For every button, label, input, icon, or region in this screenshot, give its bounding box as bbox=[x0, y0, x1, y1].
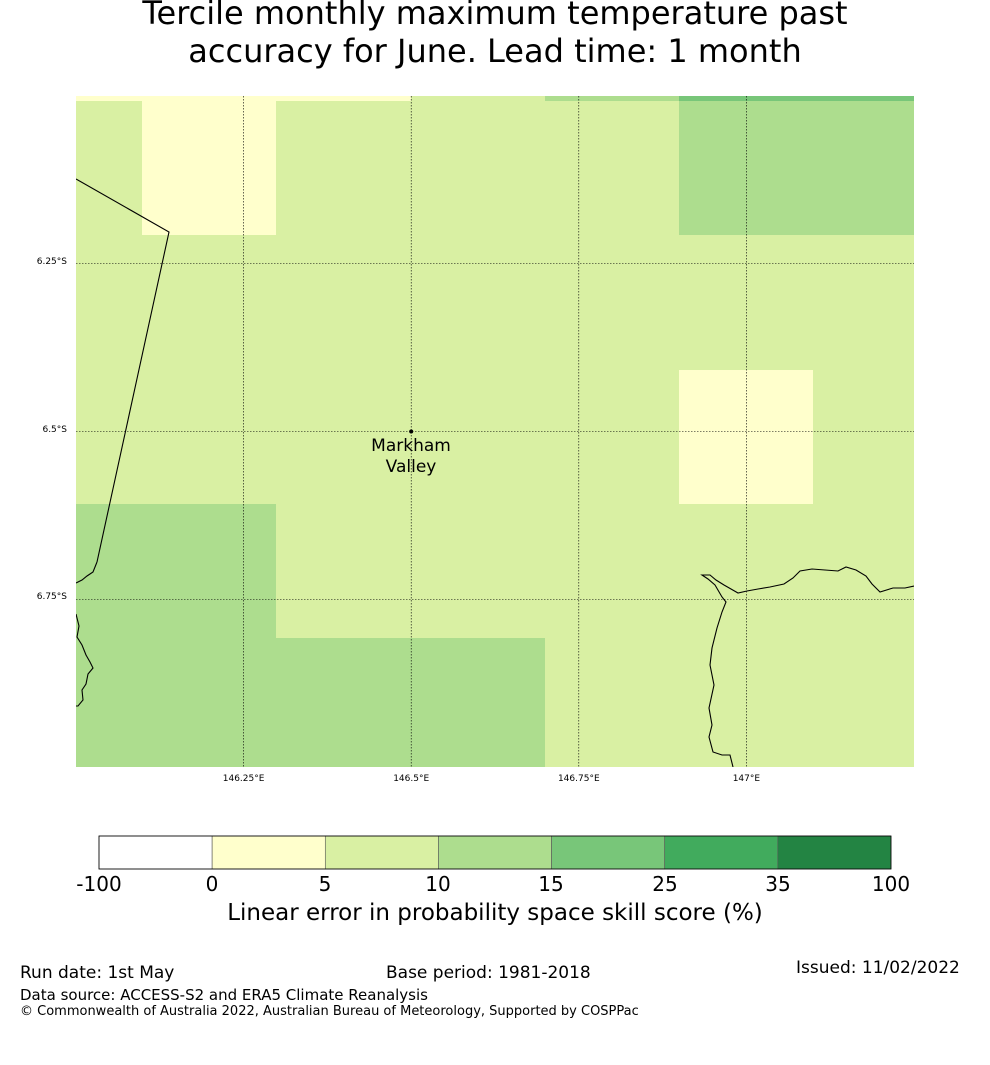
colorbar-label-35: 35 bbox=[765, 872, 791, 896]
west-coastline-lower bbox=[76, 613, 94, 707]
grid-cell-ne-high-skill bbox=[679, 101, 914, 235]
colorbar-label-15: 15 bbox=[538, 872, 564, 896]
markham-valley-marker bbox=[409, 429, 414, 434]
provincial-boundary bbox=[76, 178, 170, 563]
lat-tick-6-25: 6.25°S bbox=[36, 257, 67, 267]
lon-tick-146-25: 146.25°E bbox=[222, 774, 265, 784]
colorbar-box-5 bbox=[664, 835, 779, 870]
lon-tick-147: 147°E bbox=[732, 774, 761, 784]
grid-cell-s-high-skill bbox=[276, 638, 545, 767]
chart-title-line-1: Tercile monthly maximum temperature past bbox=[142, 0, 848, 32]
lat-tick-6-75: 6.75°S bbox=[36, 592, 67, 602]
colorbar-label-neg100: -100 bbox=[76, 872, 122, 896]
lat-tick-6-5: 6.5°S bbox=[42, 425, 67, 435]
colorbar-label-100: 100 bbox=[871, 872, 911, 896]
grid-cell-nw-low-skill bbox=[142, 101, 276, 235]
colorbar-box-1 bbox=[211, 835, 326, 870]
colorbar-label-0: 0 bbox=[205, 872, 219, 896]
colorbar-label-25: 25 bbox=[652, 872, 678, 896]
colorbar-box-6 bbox=[777, 835, 892, 870]
issued-date: Issued: 11/02/2022 bbox=[796, 958, 960, 978]
colorbar-box-0 bbox=[98, 835, 213, 870]
grid-cell-sw-high-skill bbox=[76, 504, 276, 767]
colorbar-label-10: 10 bbox=[425, 872, 451, 896]
grid-cell-top-strip-light bbox=[76, 96, 411, 101]
base-period: Base period: 1981-2018 bbox=[386, 963, 591, 983]
colorbar-label-5: 5 bbox=[318, 872, 332, 896]
colorbar-box-2 bbox=[324, 835, 439, 870]
boundary-lines bbox=[76, 178, 914, 767]
lon-tick-146-75: 146.75°E bbox=[557, 774, 600, 784]
colorbar-title: Linear error in probability space skill … bbox=[227, 900, 763, 926]
colorbar-box-4 bbox=[551, 835, 666, 870]
copyright: © Commonwealth of Australia 2022, Austra… bbox=[20, 1004, 639, 1019]
grid-cell-top-strip-green bbox=[545, 96, 679, 101]
place-label-markham-valley: Markham Valley bbox=[351, 436, 471, 478]
gridlines bbox=[76, 96, 914, 767]
lon-tick-146-5: 146.5°E bbox=[393, 774, 430, 784]
river-coastline bbox=[700, 566, 914, 767]
chart-title-line-2: accuracy for June. Lead time: 1 month bbox=[188, 32, 802, 70]
place-label-line-2: Valley bbox=[385, 457, 437, 477]
chart-title: Tercile monthly maximum temperature past… bbox=[0, 0, 990, 70]
colorbar-outline bbox=[98, 835, 892, 870]
west-coastline bbox=[76, 561, 98, 584]
grid-cell-e-low-skill bbox=[679, 370, 813, 504]
run-date: Run date: 1st May bbox=[20, 963, 175, 983]
colorbar-box-3 bbox=[438, 835, 552, 870]
place-label-line-1: Markham bbox=[371, 436, 451, 456]
grid-cell-top-strip-darker bbox=[679, 96, 914, 101]
data-source: Data source: ACCESS-S2 and ERA5 Climate … bbox=[20, 986, 428, 1004]
